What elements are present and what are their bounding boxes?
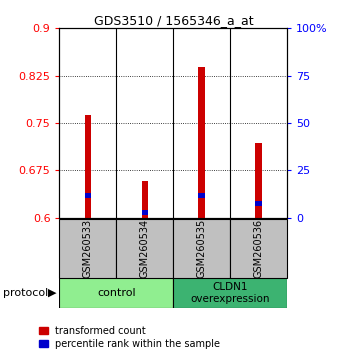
Text: GSM260533: GSM260533: [83, 219, 93, 278]
Legend: transformed count, percentile rank within the sample: transformed count, percentile rank withi…: [39, 326, 220, 349]
Text: GSM260536: GSM260536: [254, 219, 264, 278]
Bar: [116, 219, 173, 278]
Bar: [141, 210, 148, 215]
Bar: [173, 278, 287, 308]
Bar: [199, 68, 205, 218]
Bar: [59, 219, 116, 278]
Text: ▶: ▶: [48, 288, 56, 298]
Title: GDS3510 / 1565346_a_at: GDS3510 / 1565346_a_at: [94, 14, 253, 27]
Bar: [255, 143, 262, 218]
Text: GSM260534: GSM260534: [140, 219, 150, 278]
Text: GSM260535: GSM260535: [197, 219, 207, 278]
Bar: [85, 193, 91, 198]
Bar: [59, 278, 173, 308]
Text: CLDN1
overexpression: CLDN1 overexpression: [191, 282, 270, 304]
Bar: [141, 181, 148, 218]
Bar: [231, 219, 287, 278]
Bar: [255, 201, 262, 206]
Bar: [173, 219, 231, 278]
Text: protocol: protocol: [3, 288, 49, 298]
Bar: [85, 115, 91, 218]
Bar: [199, 193, 205, 198]
Text: control: control: [97, 288, 136, 298]
